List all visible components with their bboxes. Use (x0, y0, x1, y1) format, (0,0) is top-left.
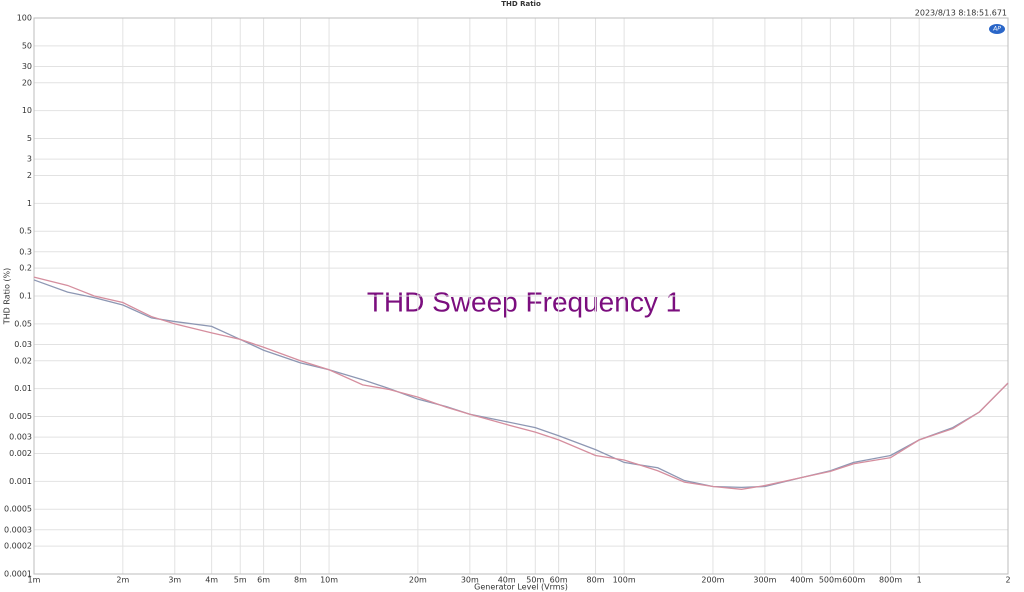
y-tick-label: 0.0001 (4, 570, 32, 579)
svg-text:AP: AP (992, 26, 1001, 33)
y-tick-label: 0.5 (19, 227, 32, 236)
y-tick-label: 0.005 (9, 412, 32, 421)
x-tick-label: 6m (257, 576, 270, 585)
y-tick-label: 0.03 (14, 340, 32, 349)
y-tick-label: 0.02 (14, 356, 32, 365)
y-tick-label: 0.0003 (4, 525, 32, 534)
x-tick-label: 400m (790, 576, 813, 585)
x-axis-label: Generator Level (Vrms) (474, 583, 568, 592)
x-tick-label: 600m (842, 576, 865, 585)
x-tick-label: 80m (587, 576, 605, 585)
y-tick-label: 2 (27, 171, 32, 180)
y-tick-label: 0.01 (14, 384, 32, 393)
x-tick-label: 5m (234, 576, 247, 585)
y-tick-label: 0.0005 (4, 505, 32, 514)
y-tick-label: 1 (27, 199, 32, 208)
x-tick-label: 1m (28, 576, 41, 585)
y-tick-label: 0.001 (9, 477, 32, 486)
y-axis-label: THD Ratio (%) (3, 268, 12, 326)
timestamp: 2023/8/13 8:18:51.671 (915, 9, 1007, 18)
series-line (33, 276, 1009, 490)
plot-border (33, 17, 1009, 575)
x-tick-label: 50m (526, 576, 544, 585)
x-tick-label: 200m (701, 576, 724, 585)
x-tick-label: 2m (116, 576, 129, 585)
y-tick-label: 3 (27, 155, 32, 164)
y-tick-label: 30 (22, 62, 32, 71)
series-line (33, 279, 1009, 489)
y-tick-label: 50 (22, 41, 32, 50)
x-tick-label: 300m (753, 576, 776, 585)
y-tick-label: 0.002 (9, 449, 32, 458)
x-tick-label: 800m (879, 576, 902, 585)
y-tick-label: 0.3 (19, 247, 32, 256)
x-tick-label: 1 (917, 576, 922, 585)
x-tick-label: 3m (168, 576, 181, 585)
x-tick-label: 40m (498, 576, 516, 585)
x-tick-label: 500m (819, 576, 842, 585)
x-tick-label: 4m (205, 576, 218, 585)
chart-title: THD Ratio (501, 0, 541, 8)
x-tick-label: 20m (409, 576, 427, 585)
y-tick-label: 0.003 (9, 433, 32, 442)
x-tick-label: 100m (613, 576, 636, 585)
y-tick-label: 100 (17, 14, 32, 23)
y-tick-label: 5 (27, 134, 32, 143)
x-tick-label: 30m (461, 576, 479, 585)
y-tick-label: 0.0002 (4, 542, 32, 551)
x-tick-label: 10m (320, 576, 338, 585)
y-tick-label: 0.2 (19, 264, 32, 273)
x-tick-label: 2 (1005, 576, 1010, 585)
ap-logo: AP (989, 24, 1005, 34)
y-tick-label: 10 (22, 106, 32, 115)
y-tick-label: 20 (22, 78, 32, 87)
annotation: THD Sweep Frequency 1 (367, 286, 681, 317)
x-tick-label: 8m (294, 576, 307, 585)
y-tick-label: 0.1 (19, 292, 32, 301)
x-tick-label: 60m (550, 576, 568, 585)
y-tick-label: 0.05 (14, 319, 32, 328)
